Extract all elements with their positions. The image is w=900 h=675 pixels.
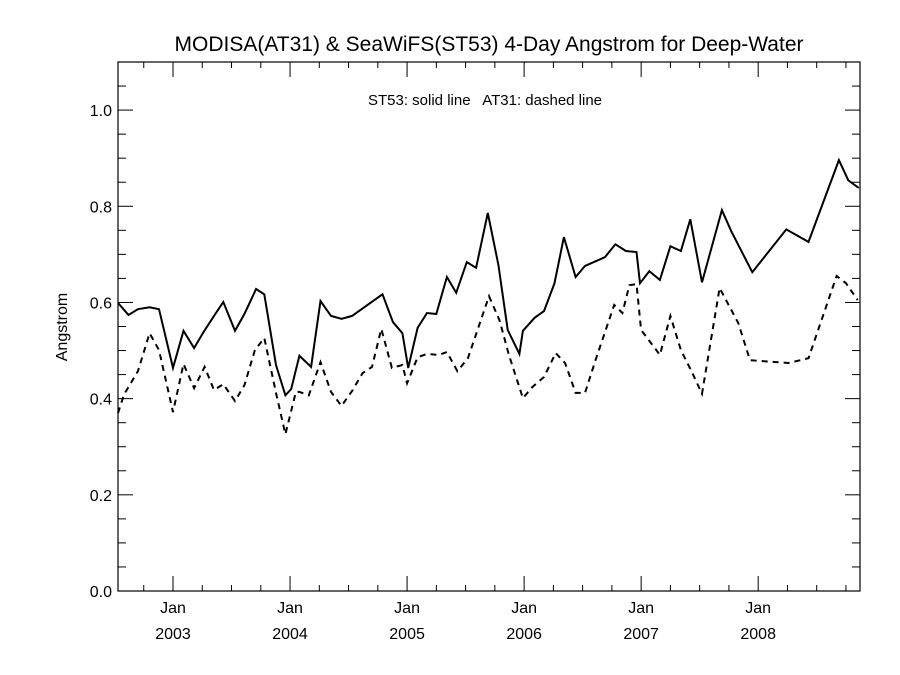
series-line-st53 — [117, 157, 860, 398]
legend-annotation: ST53: solid line AT31: dashed line — [368, 92, 602, 109]
x-tick-label-year: 2008 — [740, 626, 776, 643]
y-tick-label: 0.2 — [90, 488, 112, 505]
tick-labels: 0.0 0.2 0.4 0.6 0.8 1.0 Jan 2003 Jan 2004 Jan 2005 J… — [90, 103, 776, 643]
chart-title: MODISA(AT31) & SeaWiFS(ST53) 4-Day Angst… — [175, 33, 804, 56]
series-line-at31 — [117, 274, 859, 435]
x-tick-label-year: 2007 — [623, 626, 659, 643]
x-tick-label-month: Jan — [394, 600, 420, 617]
x-tick-label-year: 2005 — [389, 626, 425, 643]
x-tick-label-year: 2004 — [272, 626, 308, 643]
plot-frame — [117, 61, 861, 592]
y-tick-label: 0.4 — [90, 392, 112, 409]
y-tick-label: 1.0 — [90, 103, 112, 120]
x-tick-label-year: 2006 — [506, 626, 542, 643]
x-tick-label-year: 2003 — [155, 626, 191, 643]
x-tick-label-month: Jan — [628, 600, 654, 617]
axis-ticks — [118, 61, 860, 592]
x-tick-label-month: Jan — [160, 600, 186, 617]
plot-area — [117, 157, 860, 435]
x-tick-label-month: Jan — [277, 600, 303, 617]
x-tick-label-month: Jan — [511, 600, 537, 617]
x-tick-label-month: Jan — [745, 600, 771, 617]
y-tick-label: 0.6 — [90, 295, 112, 312]
y-axis-label: Angstrom — [54, 293, 71, 361]
y-tick-label: 0.8 — [90, 199, 112, 216]
y-tick-label: 0.0 — [90, 584, 112, 601]
